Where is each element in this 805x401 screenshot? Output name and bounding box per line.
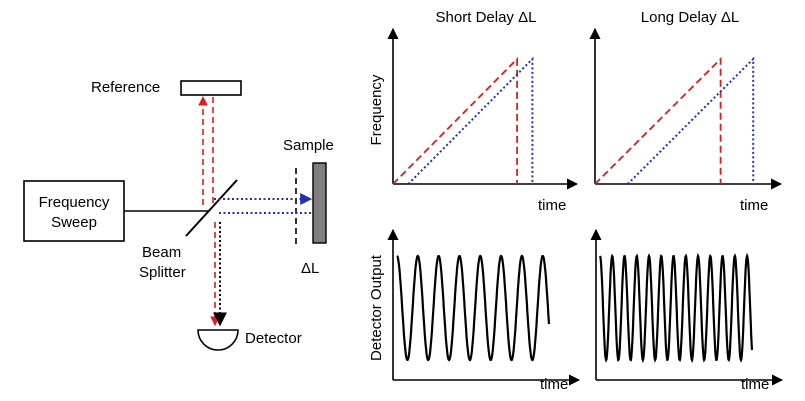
beam-splitter-label-line2: Splitter [139,264,186,281]
chart-short-delay-detector [387,228,581,386]
sweep-series-dotted-blue [407,56,534,185]
detector-signal-wave [396,254,551,362]
time-label-top-left: time [538,197,566,214]
beam-splitter-label-line1: Beam [142,244,181,261]
chart-short-delay-frequency [387,27,579,190]
frequency-sweep-label-line1: Frequency [39,194,110,211]
sweep-series-dashed-red [594,56,722,185]
beam-splitter [185,179,238,237]
time-label-top-right: time [740,197,768,214]
detector-output-axis-label: Detector Output [368,254,385,361]
setup-diagram: Frequency Sweep Reference Sample ΔL Beam… [23,79,334,351]
sweep-series-dashed-red [392,56,518,185]
sample-block [312,162,327,244]
delta-l-label: ΔL [301,260,319,277]
frequency-sweep-box [23,180,125,242]
detector-signal-wave [598,252,754,364]
frequency-axis-label: Frequency [368,74,385,145]
long-delay-title: Long Delay ΔL [641,9,739,26]
sample-label: Sample [283,137,334,154]
sweep-series-dotted-blue [626,56,755,185]
time-label-bottom-left: time [540,376,568,393]
detector-label: Detector [245,330,302,347]
frequency-sweep-label-line2: Sweep [51,214,97,231]
time-label-bottom-right: time [741,376,769,393]
detector-icon [197,329,239,351]
reference-mirror [180,80,242,96]
short-delay-title: Short Delay ΔL [436,9,537,26]
chart-long-delay-frequency [589,27,783,190]
chart-long-delay-detector [590,228,784,386]
reference-label: Reference [91,79,160,96]
